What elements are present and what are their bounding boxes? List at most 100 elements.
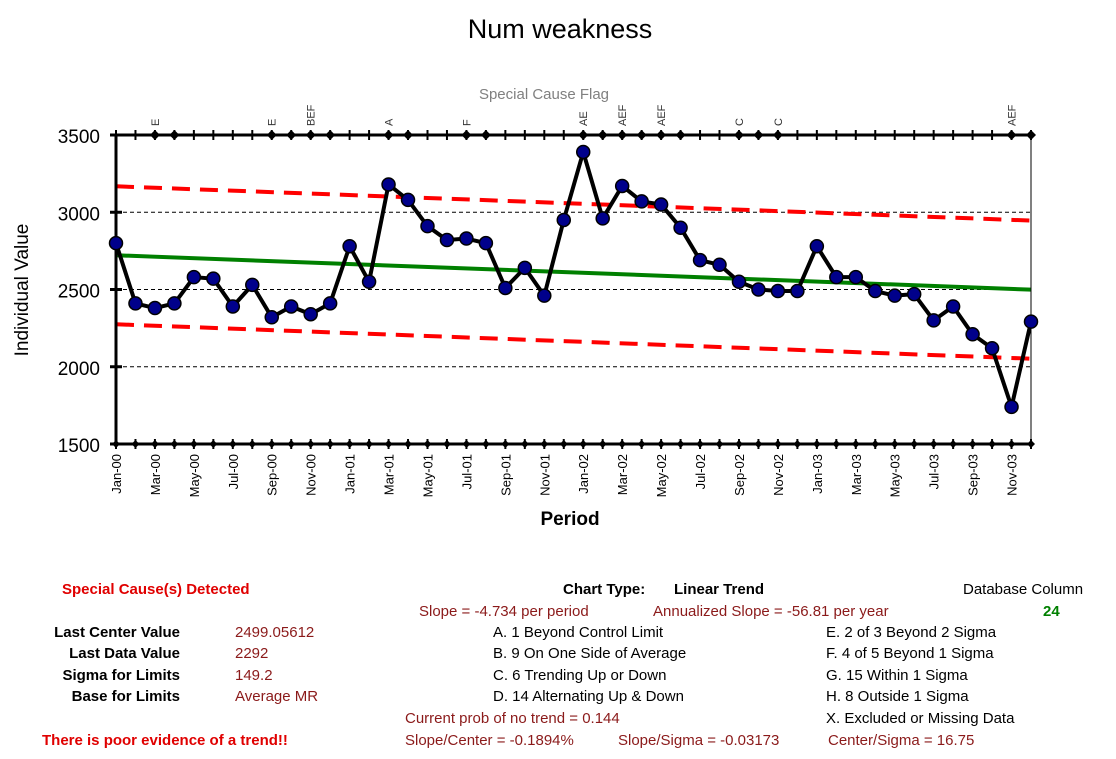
x-tick-label: Sep-02 bbox=[732, 454, 747, 496]
x-tick-label: Jan-01 bbox=[343, 454, 358, 494]
data-point bbox=[673, 220, 688, 235]
bottom-axis-marker bbox=[618, 440, 627, 448]
rule-item: B. 9 On One Side of Average bbox=[493, 645, 687, 662]
flag-marker bbox=[461, 130, 472, 140]
bottom-axis-marker bbox=[851, 440, 860, 448]
bottom-axis-marker bbox=[793, 440, 802, 448]
data-point bbox=[283, 299, 299, 314]
data-point bbox=[128, 296, 143, 311]
flag-label: A bbox=[384, 118, 396, 126]
rule-item: H. 8 Outside 1 Sigma bbox=[826, 688, 969, 705]
x-tick-label: May-03 bbox=[888, 454, 903, 497]
database-column-value: 24 bbox=[1043, 603, 1060, 620]
trend-evidence-warning: There is poor evidence of a trend!! bbox=[42, 732, 288, 749]
special-cause-status: Special Cause(s) Detected bbox=[62, 581, 250, 598]
data-point bbox=[478, 235, 494, 251]
bottom-axis-marker bbox=[1007, 440, 1016, 448]
x-tick-label: Sep-03 bbox=[966, 454, 981, 496]
control-chart: Num weakness Special Cause Flag Individu… bbox=[12, 14, 1039, 530]
bottom-axis-marker bbox=[326, 440, 335, 448]
bottom-axis-marker bbox=[754, 440, 763, 448]
bottom-axis-marker bbox=[676, 440, 685, 448]
data-point bbox=[575, 144, 591, 160]
flag-label: AE bbox=[578, 111, 590, 126]
flag-label: F bbox=[461, 119, 473, 126]
rule-item: X. Excluded or Missing Data bbox=[826, 710, 1015, 727]
upper-control-limit bbox=[115, 184, 1032, 223]
rule-item: E. 2 of 3 Beyond 2 Sigma bbox=[826, 624, 997, 641]
bottom-axis-marker bbox=[442, 440, 451, 448]
bottom-axis-marker bbox=[404, 440, 413, 448]
data-point bbox=[731, 274, 747, 290]
bottom-axis-marker bbox=[267, 440, 276, 448]
data-point bbox=[848, 269, 864, 285]
data-point bbox=[439, 232, 455, 248]
x-tick-label: Mar-02 bbox=[615, 454, 630, 495]
bottom-axis-marker bbox=[345, 440, 354, 448]
stat-value: 149.2 bbox=[235, 667, 273, 684]
bottom-axis-marker bbox=[112, 440, 120, 448]
bottom-axis-marker bbox=[462, 440, 471, 448]
x-tick-label: Jul-00 bbox=[226, 454, 241, 489]
bottom-axis-marker bbox=[598, 440, 607, 448]
bottom-axis-marker bbox=[871, 440, 880, 448]
data-point bbox=[926, 313, 941, 328]
data-point bbox=[322, 296, 338, 311]
center-line bbox=[115, 253, 1032, 292]
data-point bbox=[556, 212, 572, 228]
flag-marker bbox=[403, 130, 414, 140]
data-point bbox=[790, 283, 805, 299]
slope-sigma-ratio: Slope/Sigma = -0.03173 bbox=[618, 732, 780, 749]
x-tick-label: May-01 bbox=[420, 454, 435, 497]
chart-type-value: Linear Trend bbox=[674, 581, 765, 598]
flag-label: E bbox=[150, 119, 162, 126]
rule-item: D. 14 Alternating Up & Down bbox=[493, 688, 684, 705]
data-point bbox=[381, 177, 396, 192]
lower-control-limit bbox=[115, 322, 1032, 361]
bottom-axis-marker bbox=[365, 440, 374, 448]
flag-marker bbox=[656, 130, 667, 140]
bottom-axis-marker bbox=[306, 440, 315, 448]
bottom-axis-marker bbox=[579, 440, 588, 448]
x-tick-label: Jul-03 bbox=[927, 454, 942, 489]
flag-label: E bbox=[267, 119, 279, 126]
bottom-axis-marker bbox=[189, 440, 198, 448]
chart-subtitle: Special Cause Flag bbox=[479, 86, 609, 103]
x-tick-label: Nov-02 bbox=[771, 454, 786, 496]
annualized-slope-text: Annualized Slope = -56.81 per year bbox=[653, 603, 889, 620]
flag-marker bbox=[675, 130, 686, 140]
flag-label: AEF bbox=[656, 104, 668, 126]
data-point bbox=[303, 306, 318, 322]
bottom-axis-marker bbox=[540, 440, 549, 448]
flag-marker bbox=[636, 130, 647, 140]
data-point bbox=[245, 277, 260, 293]
x-tick-label: May-00 bbox=[187, 454, 202, 497]
flag-marker bbox=[325, 130, 336, 140]
stat-value: 2292 bbox=[235, 645, 269, 662]
bottom-axis-marker bbox=[228, 440, 237, 448]
flag-marker bbox=[733, 130, 744, 140]
chart-title: Num weakness bbox=[468, 14, 653, 44]
bottom-axis-marker bbox=[170, 440, 179, 448]
data-point bbox=[517, 260, 533, 276]
data-point bbox=[770, 283, 786, 299]
slope-text: Slope = -4.734 per period bbox=[419, 603, 589, 620]
flag-marker bbox=[266, 130, 277, 140]
bottom-axis-marker bbox=[384, 440, 393, 448]
rule-item: C. 6 Trending Up or Down bbox=[493, 667, 667, 684]
flag-marker bbox=[305, 130, 316, 140]
data-point bbox=[361, 274, 377, 290]
x-tick-label: Jan-00 bbox=[109, 454, 124, 494]
flag-marker bbox=[578, 130, 589, 140]
flag-marker bbox=[753, 130, 764, 140]
y-tick-label: 1500 bbox=[58, 436, 100, 457]
bottom-axis-marker bbox=[248, 440, 257, 448]
stat-label: Last Center Value bbox=[54, 624, 180, 641]
rule-item: F. 4 of 5 Beyond 1 Sigma bbox=[826, 645, 994, 662]
y-tick-label: 3500 bbox=[58, 127, 100, 148]
bottom-axis-marker bbox=[520, 440, 529, 448]
x-tick-label: Sep-01 bbox=[498, 454, 513, 496]
database-column-label: Database Column bbox=[963, 581, 1084, 598]
bottom-axis-marker bbox=[637, 440, 646, 448]
y-axis-label: Individual Value bbox=[12, 224, 33, 357]
